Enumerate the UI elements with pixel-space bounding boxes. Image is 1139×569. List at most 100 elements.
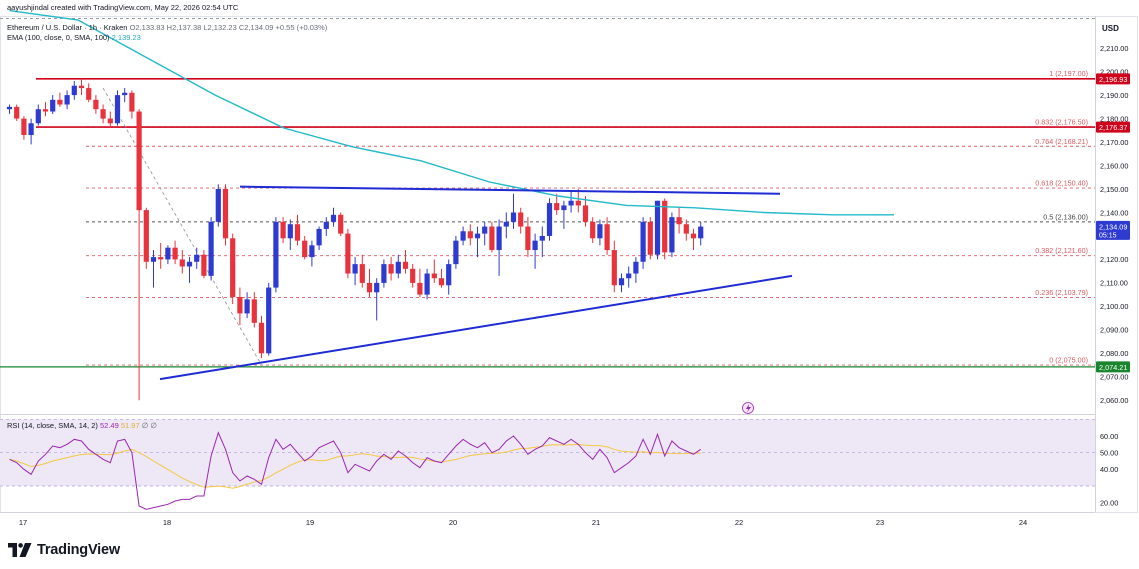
fib-level-label: 0.764 (2,168.21) <box>1035 137 1088 146</box>
candle <box>93 95 99 114</box>
candle-body <box>208 221 214 276</box>
candle-body <box>424 273 430 295</box>
candle-body <box>676 217 682 225</box>
candle-body <box>64 95 70 105</box>
candle <box>287 219 293 251</box>
candle <box>21 116 27 140</box>
price-tick-label: 2,200.00 <box>1100 67 1128 76</box>
candle-body <box>21 118 27 136</box>
candle-body <box>395 261 401 274</box>
symbol-legend: Ethereum / U.S. Dollar · 1h · Kraken O2,… <box>7 23 327 32</box>
candle <box>129 90 135 119</box>
candle <box>302 235 308 260</box>
resistance-trendline <box>239 185 781 195</box>
candle <box>525 217 531 258</box>
candle-body <box>93 99 99 110</box>
candle-body <box>251 299 257 323</box>
fib-level-label: 0.382 (2,121.60) <box>1035 246 1088 255</box>
candle-body <box>590 221 596 239</box>
candle <box>539 226 545 258</box>
candle-body <box>654 200 661 255</box>
price-tick-label: 2,170.00 <box>1100 138 1128 147</box>
time-tick-label: 24 <box>1019 518 1027 527</box>
creator-note: aayushjindal created with TradingView.co… <box>7 3 239 12</box>
candle-body <box>482 226 488 234</box>
candle <box>647 217 653 260</box>
candle-body <box>280 221 286 239</box>
candle-body <box>186 261 193 267</box>
candle-body <box>294 224 301 241</box>
candle-body <box>222 189 229 239</box>
candle-body <box>323 221 329 229</box>
candle <box>654 200 661 260</box>
symbol-name[interactable]: Ethereum / U.S. Dollar · 1h · Kraken <box>7 23 128 32</box>
price-tag: 2,074.21 <box>1096 361 1130 373</box>
candle <box>618 273 625 293</box>
candle <box>546 198 553 241</box>
candle-body <box>6 106 13 110</box>
candle-body <box>698 226 704 239</box>
candle <box>230 233 236 305</box>
rsi-label: RSI (14, close, SMA, 14, 2) <box>7 421 98 430</box>
price-tick-label: 2,190.00 <box>1100 91 1128 100</box>
candle-body <box>114 95 121 124</box>
rising-trendline <box>159 274 793 381</box>
price-tick-label: 2,140.00 <box>1100 208 1128 217</box>
candle-body <box>143 210 149 262</box>
time-tick-label: 20 <box>449 518 457 527</box>
candle-body <box>14 106 20 119</box>
candle <box>503 212 509 239</box>
candle-body <box>510 212 517 222</box>
candle <box>554 193 560 215</box>
candle <box>338 212 344 236</box>
candle <box>597 219 603 246</box>
candle <box>294 214 301 246</box>
candle-body <box>179 259 185 267</box>
candle <box>14 104 20 121</box>
candle-body <box>525 226 531 251</box>
candle-body <box>539 235 545 241</box>
ema-legend[interactable]: EMA (100, close, 0, SMA, 100) 2,139.23 <box>7 33 141 42</box>
candle <box>251 292 257 328</box>
candle-body <box>690 233 697 239</box>
price-tick-label: 2,090.00 <box>1100 326 1128 335</box>
candle <box>237 287 243 326</box>
candle-body <box>201 254 207 276</box>
candle-body <box>352 264 358 274</box>
price-tag-box <box>1096 121 1130 133</box>
candle <box>158 242 164 269</box>
candle <box>150 250 157 288</box>
candle <box>215 184 221 227</box>
candle-body <box>309 245 315 258</box>
price-tick-label: 2,160.00 <box>1100 161 1128 170</box>
price-tag: 2,196.93 <box>1096 73 1130 85</box>
candle <box>179 250 185 274</box>
candle <box>165 245 171 265</box>
candle <box>100 104 106 124</box>
candle-body <box>597 224 603 239</box>
tradingview-logo: TradingView <box>8 541 120 559</box>
tradingview-logo-icon <box>8 543 32 557</box>
candle <box>316 226 322 251</box>
candle <box>309 240 315 267</box>
candle-body <box>150 257 157 262</box>
candle-body <box>129 92 135 112</box>
candle-body <box>345 233 351 274</box>
candle-body <box>503 221 509 227</box>
candle-body <box>640 221 646 262</box>
candle <box>366 268 373 297</box>
candle-body <box>618 278 625 286</box>
rsi-legend[interactable]: RSI (14, close, SMA, 14, 2) 52.49 51.97 … <box>7 421 157 430</box>
rsi-extra: ∅ ∅ <box>141 421 157 430</box>
candle-body <box>611 250 617 286</box>
candle <box>345 228 351 279</box>
candle-body <box>100 109 106 119</box>
candle-body <box>662 200 668 253</box>
fib-level-label: 0.618 (2,150.40) <box>1035 179 1088 188</box>
candle <box>201 250 207 279</box>
time-tick-label: 19 <box>306 518 314 527</box>
candle-body <box>287 224 293 239</box>
rsi-tick-label: 40.00 <box>1100 465 1118 474</box>
candle-body <box>86 88 92 100</box>
